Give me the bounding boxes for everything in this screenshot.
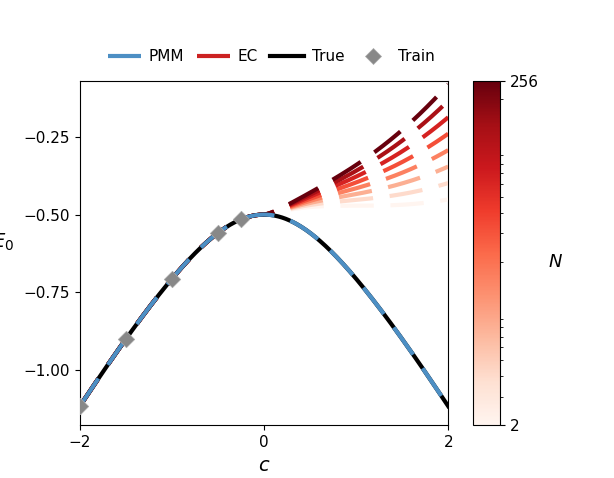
Point	[75, 402, 85, 410]
X-axis label: $c$: $c$	[258, 456, 270, 475]
Y-axis label: $E_0$: $E_0$	[0, 232, 14, 253]
Legend: PMM, EC, True, Train: PMM, EC, True, Train	[101, 43, 441, 70]
Point	[121, 335, 131, 343]
Point	[167, 275, 177, 282]
Point	[213, 229, 223, 237]
Y-axis label: $N$: $N$	[548, 253, 563, 272]
Point	[236, 216, 246, 223]
